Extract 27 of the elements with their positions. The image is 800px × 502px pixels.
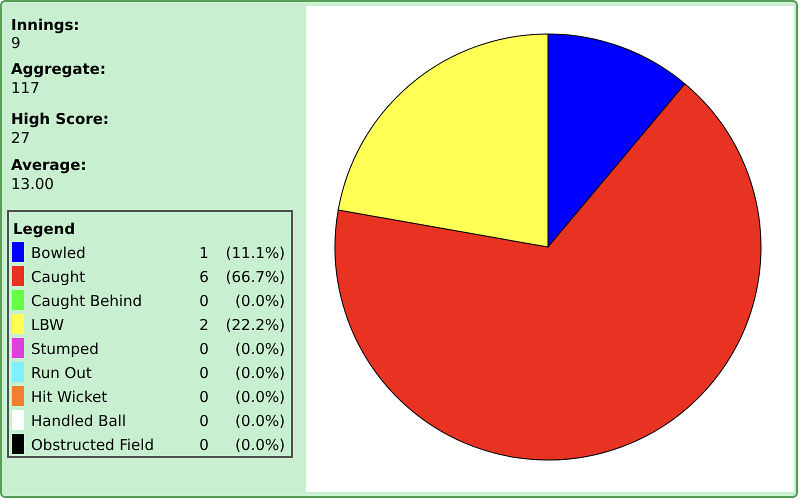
legend-label: Run Out xyxy=(31,364,92,382)
legend-label: LBW xyxy=(31,316,64,334)
text: Average: xyxy=(11,156,86,174)
text: 0 (0.0%) xyxy=(199,340,285,358)
text: 0 (0.0%) xyxy=(199,292,285,310)
data-label: 2 (22.2%) xyxy=(199,316,285,334)
text: 27 xyxy=(11,129,30,147)
legend-label: Hit Wicket xyxy=(31,388,108,406)
legend-title: Legend xyxy=(13,220,76,238)
data-label: 1 (11.1%) xyxy=(199,244,285,262)
text: 117 xyxy=(11,79,40,97)
legend-label: Caught xyxy=(31,268,86,286)
text: 0 (0.0%) xyxy=(199,364,285,382)
legend-label: Bowled xyxy=(31,244,86,262)
data-label: 6 (66.7%) xyxy=(199,268,285,286)
legend-label: Caught Behind xyxy=(31,292,142,310)
text: Innings: xyxy=(11,16,80,34)
legend-label: Stumped xyxy=(31,340,99,358)
text: Aggregate: xyxy=(11,60,106,78)
text: High Score: xyxy=(11,110,109,128)
text: 0 (0.0%) xyxy=(199,412,285,430)
legend-label: Obstructed Field xyxy=(31,436,154,454)
text: 9 xyxy=(11,34,21,52)
text: 0 (0.0%) xyxy=(199,388,285,406)
text: 13.00 xyxy=(11,175,54,193)
text: 0 (0.0%) xyxy=(199,436,285,454)
legend-label: Handled Ball xyxy=(31,412,126,430)
